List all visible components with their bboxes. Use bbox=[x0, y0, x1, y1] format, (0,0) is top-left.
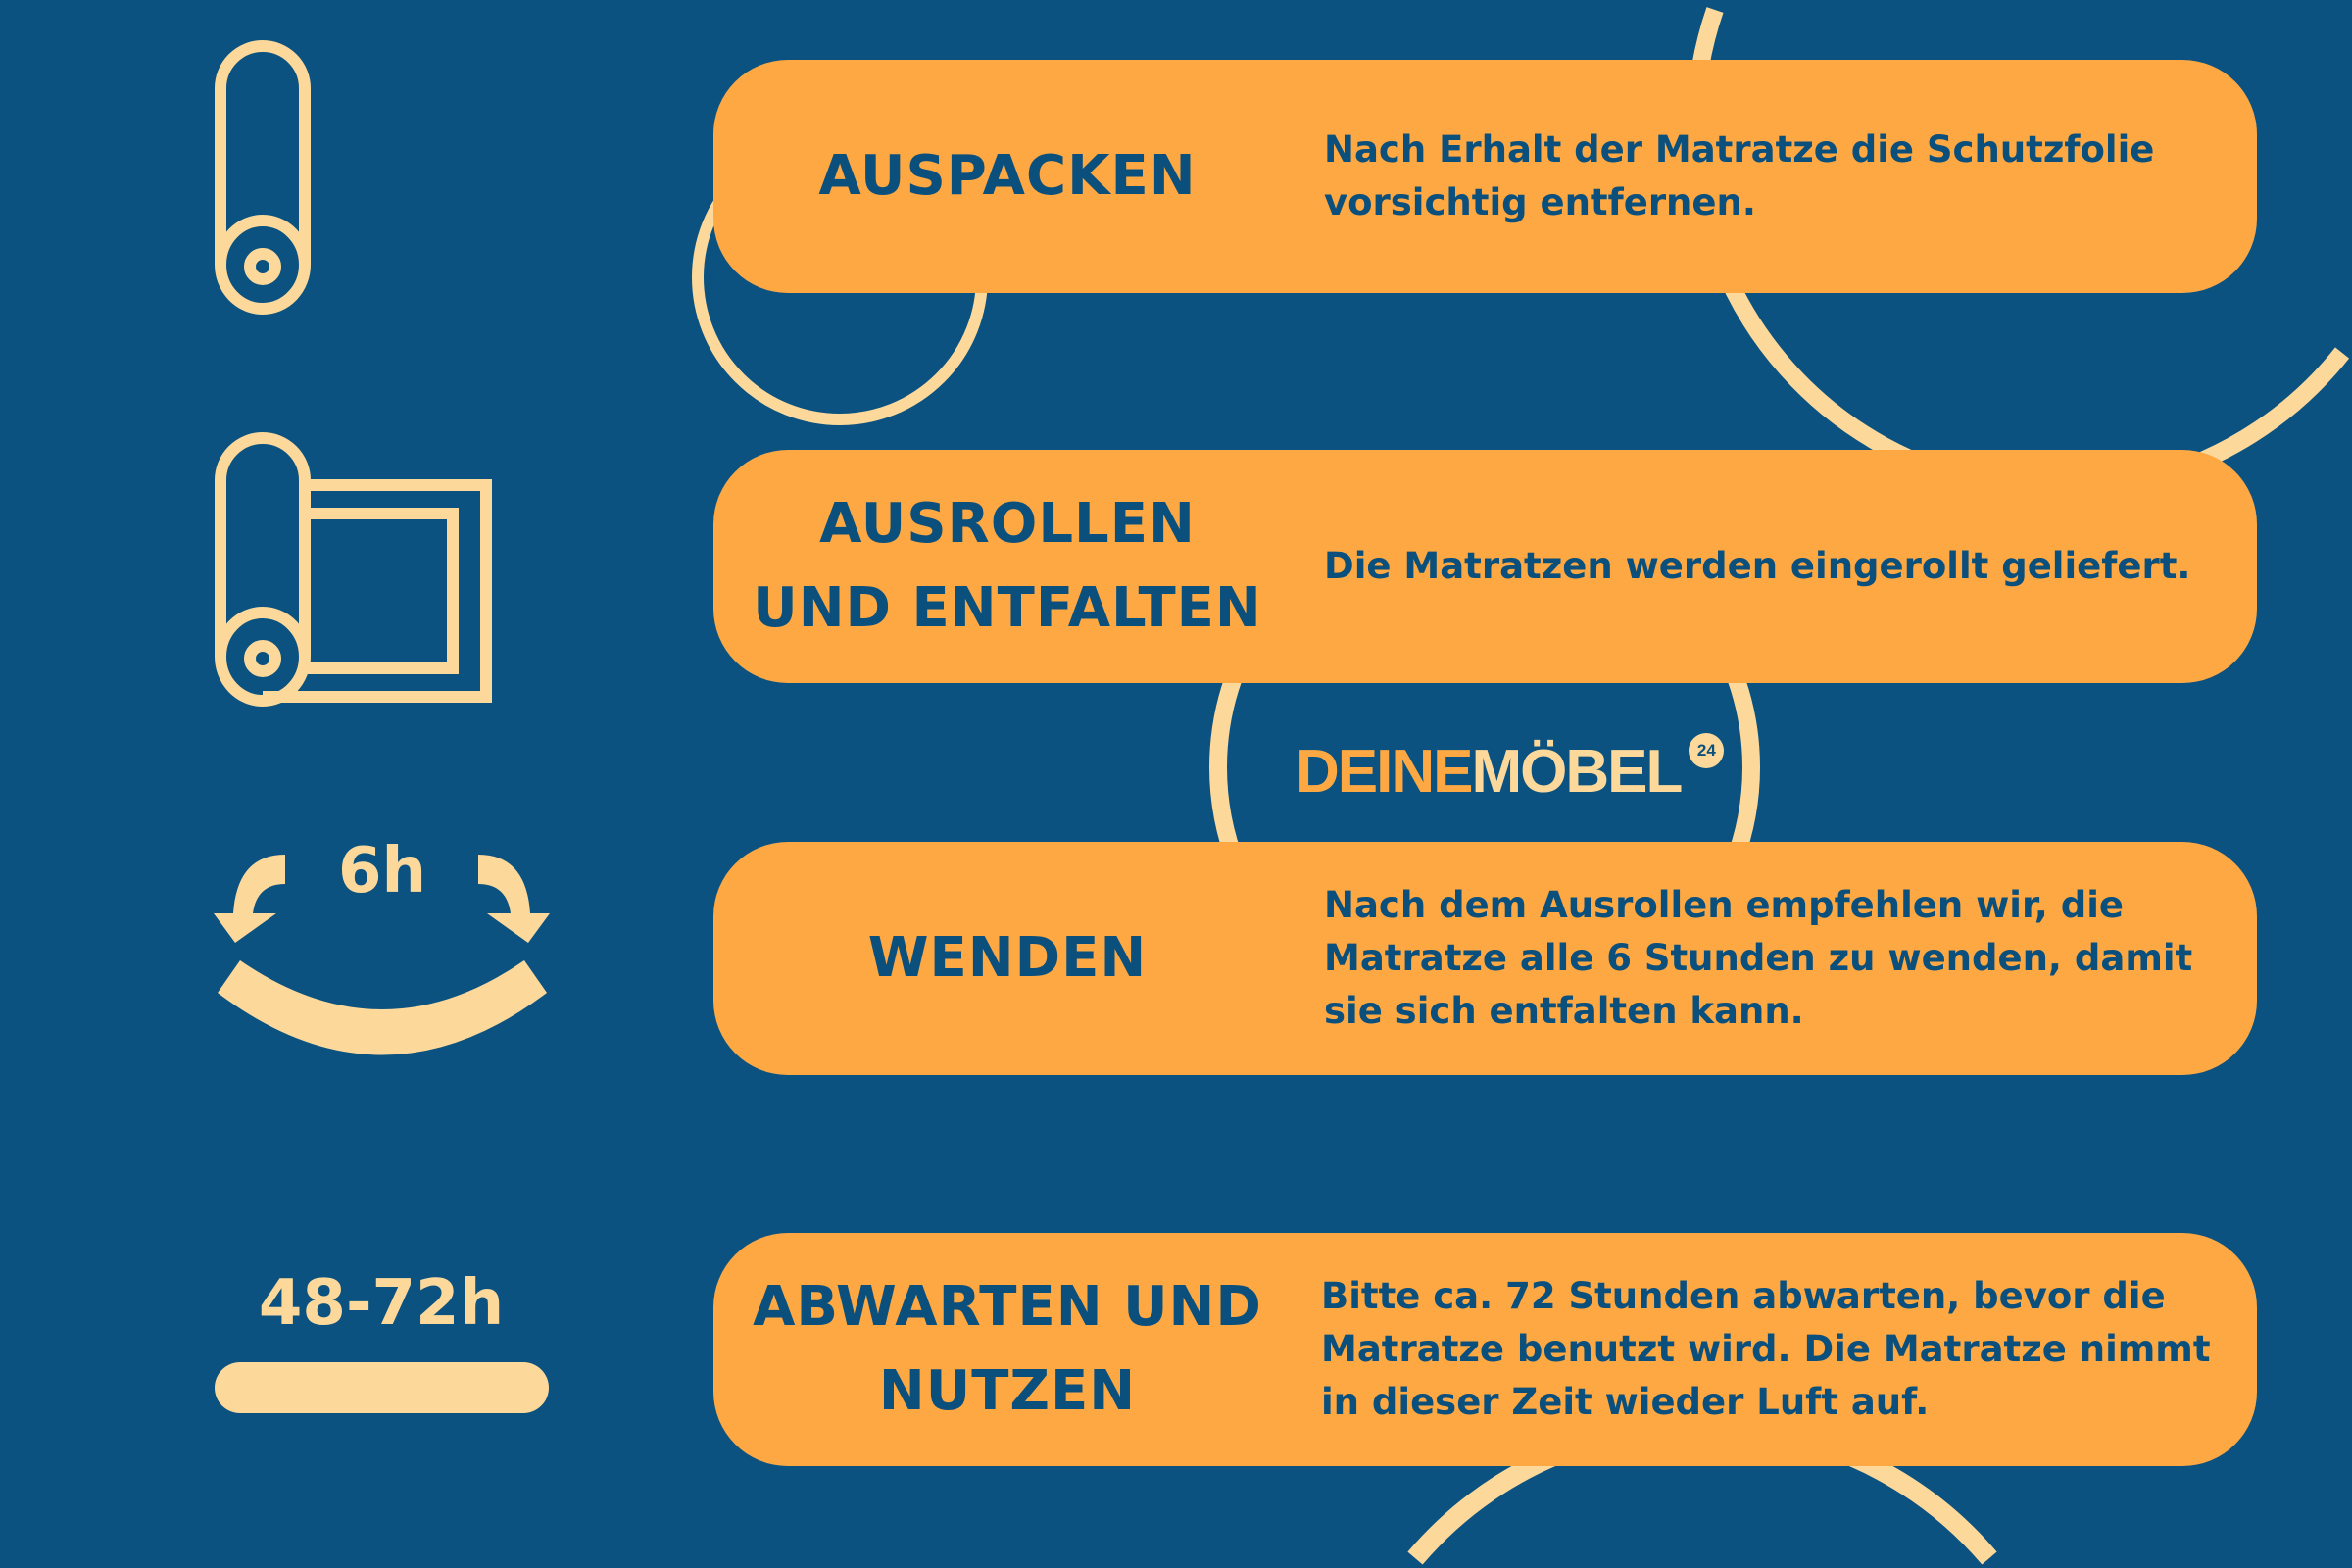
wait-duration-label: 48-72h bbox=[258, 1267, 505, 1340]
turn-interval-label: 6h bbox=[337, 835, 427, 907]
step-title: AUSPACKEN bbox=[818, 144, 1197, 208]
rolled-mattress-icon bbox=[215, 40, 311, 315]
step-title: ABWARTEN UND NUTZEN bbox=[753, 1275, 1262, 1423]
logo-badge: 24 bbox=[1689, 733, 1725, 768]
step-card-abwarten: ABWARTEN UND NUTZEN Bitte ca. 72 Stunden… bbox=[713, 1233, 2257, 1466]
step-title: WENDEN bbox=[867, 926, 1148, 990]
step-description: Die Matratzen werden eingerollt geliefer… bbox=[1324, 545, 2191, 587]
step-card-ausrollen: AUSROLLEN UND ENTFALTEN Die Matratzen we… bbox=[713, 450, 2257, 683]
turn-arrows-icon bbox=[214, 855, 550, 1055]
step-description: Bitte ca. 72 Stunden abwarten, bevor die… bbox=[1321, 1275, 2211, 1423]
step-description: Nach Erhalt der Matratze die Schutzfolie… bbox=[1324, 128, 2155, 223]
step-title: AUSROLLEN UND ENTFALTEN bbox=[753, 492, 1262, 640]
step-card-wenden: WENDEN Nach dem Ausrollen empfehlen wir,… bbox=[713, 842, 2257, 1075]
step-card-auspacken: AUSPACKEN Nach Erhalt der Matratze die S… bbox=[713, 60, 2257, 293]
unrolling-mattress-icon bbox=[215, 432, 492, 707]
logo-part1: DEINE bbox=[1296, 738, 1473, 806]
step-description: Nach dem Ausrollen empfehlen wir, die Ma… bbox=[1324, 884, 2193, 1032]
flat-mattress-icon bbox=[215, 1362, 549, 1413]
deinemoebel-logo: DEINEMÖBEL 24 bbox=[1296, 733, 1725, 807]
logo-part2: MÖBEL bbox=[1471, 738, 1683, 806]
